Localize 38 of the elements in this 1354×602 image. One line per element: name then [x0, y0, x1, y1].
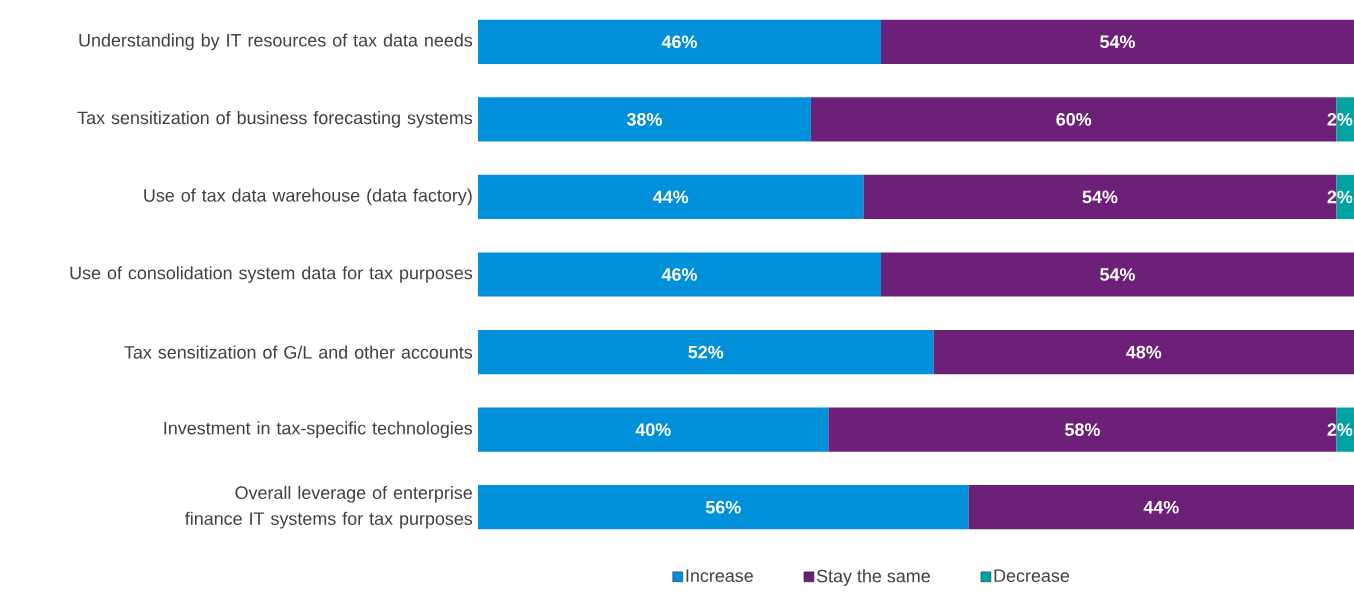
bar [478, 252, 881, 297]
data-label: 2% [1327, 190, 1353, 204]
y-tick-label: Use of consolidation system data for tax purposes [70, 266, 473, 283]
bar [933, 329, 1354, 375]
y-tick-label: Tax sensitization of business forecasting systems [77, 111, 473, 128]
legend-label: Decrease [994, 569, 1070, 583]
bar [478, 485, 969, 530]
bar [478, 97, 811, 142]
y-tick-label: Overall leverage of enterprise finance IT systems for tax purposes [185, 485, 473, 529]
data-label: 38% [626, 112, 662, 126]
data-label: 58% [1065, 423, 1100, 436]
y-tick-label: Use of tax data warehouse (data factory) [144, 188, 472, 206]
bar [478, 407, 829, 452]
legend-label: Increase [686, 569, 753, 583]
data-label: 54% [1100, 268, 1135, 281]
data-label: 48% [1126, 345, 1162, 359]
data-label: 54% [1100, 35, 1135, 49]
data-label: 60% [1056, 113, 1092, 126]
data-label: 40% [635, 423, 671, 436]
data-label: 2% [1327, 113, 1353, 126]
y-tick-label: Investment in tax-specific technologies [164, 421, 473, 439]
data-label: 46% [661, 268, 697, 281]
bar [478, 174, 864, 220]
data-label: 52% [688, 345, 724, 359]
bar [880, 252, 1354, 297]
data-label: 44% [653, 190, 689, 204]
legend-label: Stay the same [816, 569, 930, 586]
data-label: 44% [1143, 500, 1179, 514]
bar [880, 19, 1354, 64]
bar [478, 329, 934, 375]
data-label: 56% [705, 500, 741, 514]
data-label: 46% [661, 35, 697, 49]
bar [478, 19, 881, 64]
y-tick-label: Understanding by IT resources of tax data needs [79, 33, 473, 51]
bar [968, 485, 1354, 530]
data-label: 54% [1082, 190, 1118, 204]
y-tick-label: Tax sensitization of G/L and other accounts [124, 345, 473, 359]
data-label: 2% [1327, 423, 1353, 436]
